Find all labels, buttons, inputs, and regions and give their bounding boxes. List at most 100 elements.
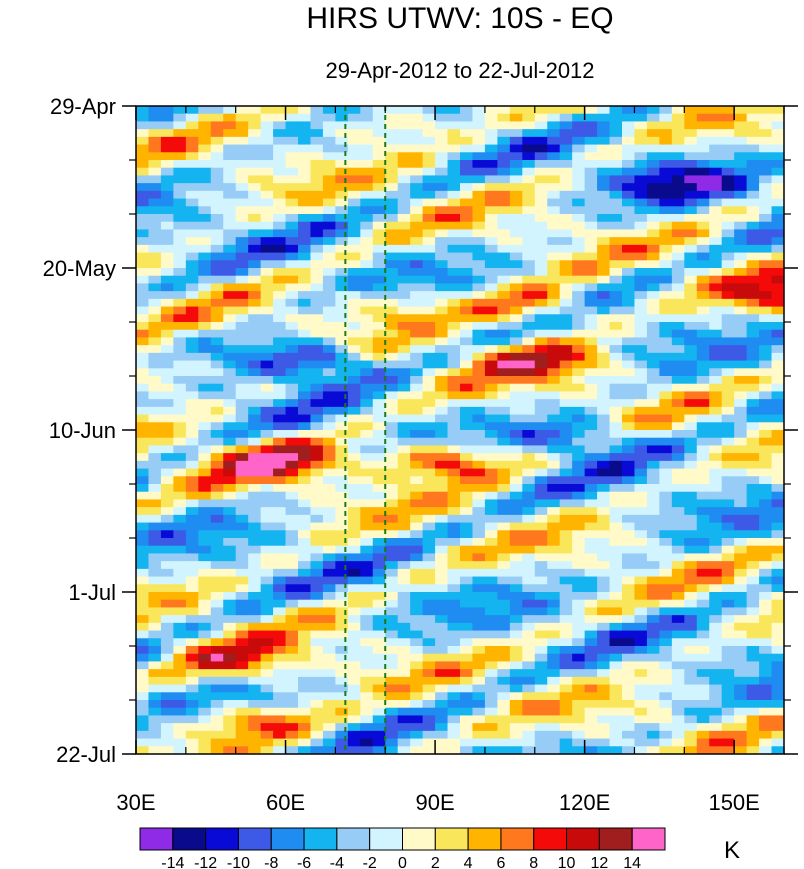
- heat-cell: [223, 607, 237, 616]
- heat-cell: [509, 206, 523, 215]
- heat-cell: [347, 144, 361, 153]
- heat-cell: [310, 221, 324, 231]
- heat-cell: [210, 584, 224, 593]
- heat-cell: [385, 584, 399, 593]
- heat-cell: [646, 661, 660, 670]
- heat-cell: [372, 399, 386, 408]
- heat-cell: [422, 430, 436, 439]
- heat-cell: [248, 337, 262, 346]
- heat-cell: [709, 730, 723, 740]
- heat-cell: [547, 460, 561, 470]
- heat-cell: [696, 561, 710, 570]
- heat-cell: [235, 190, 249, 200]
- heat-cell: [696, 669, 710, 678]
- heat-cell: [771, 430, 784, 439]
- heat-cell: [410, 406, 424, 416]
- heat-cell: [696, 730, 710, 740]
- heat-cell: [435, 561, 449, 570]
- heat-cell: [497, 653, 511, 663]
- heat-cell: [771, 152, 784, 161]
- heat-cell: [534, 723, 548, 732]
- heat-cell: [298, 214, 312, 223]
- heat-cell: [696, 121, 710, 130]
- heat-cell: [273, 268, 287, 277]
- heat-cell: [347, 183, 361, 192]
- heat-cell: [447, 152, 461, 161]
- heat-cell: [609, 746, 623, 754]
- heat-cell: [559, 136, 573, 146]
- heat-cell: [397, 491, 411, 501]
- heat-cell: [584, 360, 598, 369]
- heat-cell: [671, 622, 685, 632]
- heat-cell: [285, 430, 299, 439]
- heat-cell: [447, 576, 461, 585]
- heat-cell: [709, 268, 723, 277]
- heat-cell: [522, 460, 536, 470]
- heat-cell: [484, 190, 498, 200]
- heat-cell: [273, 391, 287, 400]
- heat-cell: [435, 183, 449, 192]
- heat-cell: [235, 514, 249, 524]
- heat-cell: [360, 538, 374, 547]
- heat-cell: [310, 730, 324, 740]
- heat-cell: [248, 306, 262, 315]
- heat-cell: [372, 214, 386, 223]
- heat-cell: [435, 499, 449, 508]
- heat-cell: [298, 383, 312, 393]
- heat-cell: [472, 584, 486, 593]
- heat-cell: [148, 615, 162, 624]
- heat-cell: [335, 661, 349, 670]
- heat-cell: [709, 484, 723, 493]
- heat-cell: [622, 592, 636, 601]
- heat-cell: [472, 229, 486, 238]
- heat-cell: [609, 630, 623, 639]
- heat-cell: [609, 252, 623, 261]
- heat-cell: [721, 638, 735, 647]
- heat-cell: [559, 360, 573, 369]
- heat-cell: [260, 414, 274, 423]
- heat-cell: [572, 352, 586, 362]
- heat-cell: [285, 746, 299, 754]
- heat-cell: [347, 206, 361, 215]
- heat-cell: [497, 499, 511, 508]
- heat-cell: [484, 430, 498, 439]
- heat-cell: [509, 260, 523, 269]
- heat-cell: [248, 329, 262, 339]
- heat-cell: [260, 538, 274, 547]
- heat-cell: [385, 160, 399, 169]
- heat-cell: [746, 383, 760, 393]
- heat-cell: [559, 113, 573, 123]
- heat-cell: [609, 399, 623, 408]
- heat-cell: [285, 669, 299, 678]
- heat-cell: [322, 314, 336, 323]
- heat-cell: [659, 129, 673, 138]
- heat-cell: [136, 221, 150, 231]
- heat-cell: [273, 376, 287, 385]
- heat-cell: [622, 692, 636, 701]
- heat-cell: [696, 622, 710, 632]
- heat-cell: [285, 646, 299, 655]
- heat-cell: [609, 538, 623, 547]
- heat-cell: [460, 268, 474, 277]
- heat-cell: [572, 607, 586, 616]
- heat-cell: [460, 622, 474, 632]
- heat-cell: [447, 630, 461, 639]
- heat-cell: [148, 229, 162, 238]
- heat-cell: [734, 121, 748, 130]
- heat-cell: [422, 460, 436, 470]
- heat-cell: [771, 414, 784, 423]
- heat-cell: [759, 584, 773, 593]
- heat-cell: [260, 206, 274, 215]
- heat-cell: [447, 260, 461, 269]
- heat-cell: [248, 237, 262, 246]
- heat-cell: [322, 221, 336, 231]
- heat-cell: [572, 252, 586, 261]
- heat-cell: [484, 460, 498, 470]
- heat-cell: [435, 360, 449, 369]
- heat-cell: [322, 738, 336, 747]
- heat-cell: [347, 507, 361, 516]
- heat-cell: [298, 530, 312, 539]
- heat-cell: [322, 730, 336, 740]
- heat-cell: [173, 221, 187, 231]
- heat-cell: [285, 676, 299, 686]
